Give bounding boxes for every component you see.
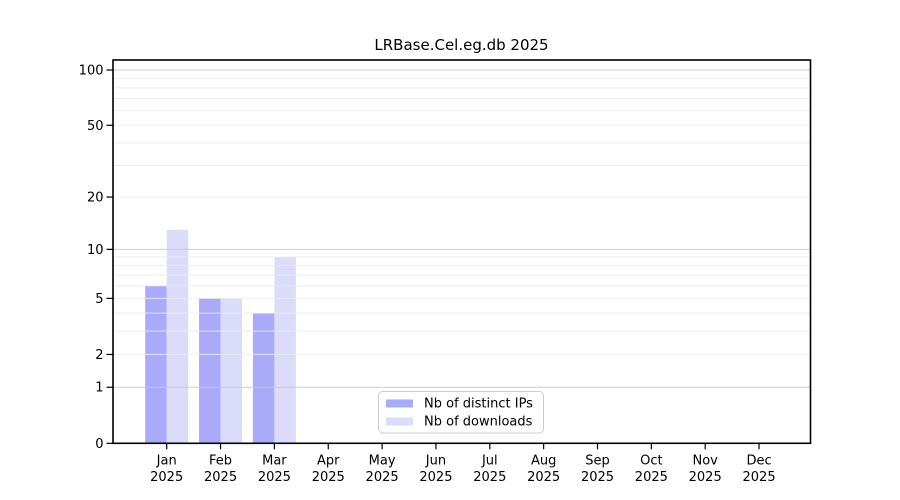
x-tick-label-month: May (369, 454, 396, 469)
x-tick-label-month: Jan (156, 454, 177, 469)
x-tick-label-month: Nov (693, 454, 719, 469)
x-tick-label-year: 2025 (312, 470, 345, 485)
x-tick-label-year: 2025 (581, 470, 614, 485)
bars-layer (145, 229, 296, 444)
legend-label-downloads: Nb of downloads (424, 415, 533, 430)
x-tick-label-month: Aug (531, 454, 556, 469)
x-tick-label-year: 2025 (150, 470, 183, 485)
x-tick-label-month: Apr (317, 454, 340, 469)
axes-layer: 0125102050100Jan2025Feb2025Mar2025Apr202… (79, 64, 776, 486)
plot-frame (112, 59, 812, 445)
x-tick-label-month: Dec (746, 454, 771, 469)
gridlines-layer (113, 69, 811, 388)
x-tick-label-year: 2025 (473, 470, 506, 485)
legend-swatch-distinct-ips (386, 399, 413, 408)
x-tick-label-month: Feb (209, 454, 232, 469)
x-tick-label-month: Sep (585, 454, 610, 469)
x-tick-label-year: 2025 (419, 470, 452, 485)
bar-downloads-feb (220, 298, 243, 444)
x-tick-label-month: Mar (262, 454, 287, 469)
bar-distinct-ips-jan (145, 285, 167, 444)
y-tick-label: 10 (87, 243, 104, 258)
bar-distinct-ips-mar (252, 313, 275, 444)
y-tick-label: 0 (95, 437, 103, 452)
y-tick-label: 1 (95, 381, 103, 396)
y-tick-label: 20 (87, 191, 104, 206)
legend-swatch-downloads (386, 417, 413, 426)
x-tick-label-month: Oct (640, 454, 662, 469)
bar-downloads-jan (166, 229, 189, 444)
x-tick-label-year: 2025 (689, 470, 722, 485)
legend-box (378, 391, 544, 434)
x-tick-label-year: 2025 (743, 470, 776, 485)
x-tick-label-year: 2025 (527, 470, 560, 485)
bar-distinct-ips-feb (199, 298, 221, 444)
y-tick-label: 5 (95, 292, 103, 307)
y-tick-label: 50 (87, 119, 104, 134)
y-tick-label: 2 (95, 348, 103, 363)
x-tick-label-year: 2025 (635, 470, 668, 485)
x-tick-label-year: 2025 (204, 470, 237, 485)
legend: Nb of distinct IPs Nb of downloads (378, 391, 544, 434)
chart-title: LRBase.Cel.eg.db 2025 (374, 36, 548, 54)
x-tick-label-month: Jul (481, 454, 498, 469)
y-tick-label: 100 (79, 64, 104, 79)
x-tick-label-month: Jun (425, 454, 446, 469)
x-tick-label-year: 2025 (258, 470, 291, 485)
x-tick-label-year: 2025 (366, 470, 399, 485)
legend-label-distinct-ips: Nb of distinct IPs (424, 397, 533, 412)
bar-downloads-mar (274, 257, 296, 444)
